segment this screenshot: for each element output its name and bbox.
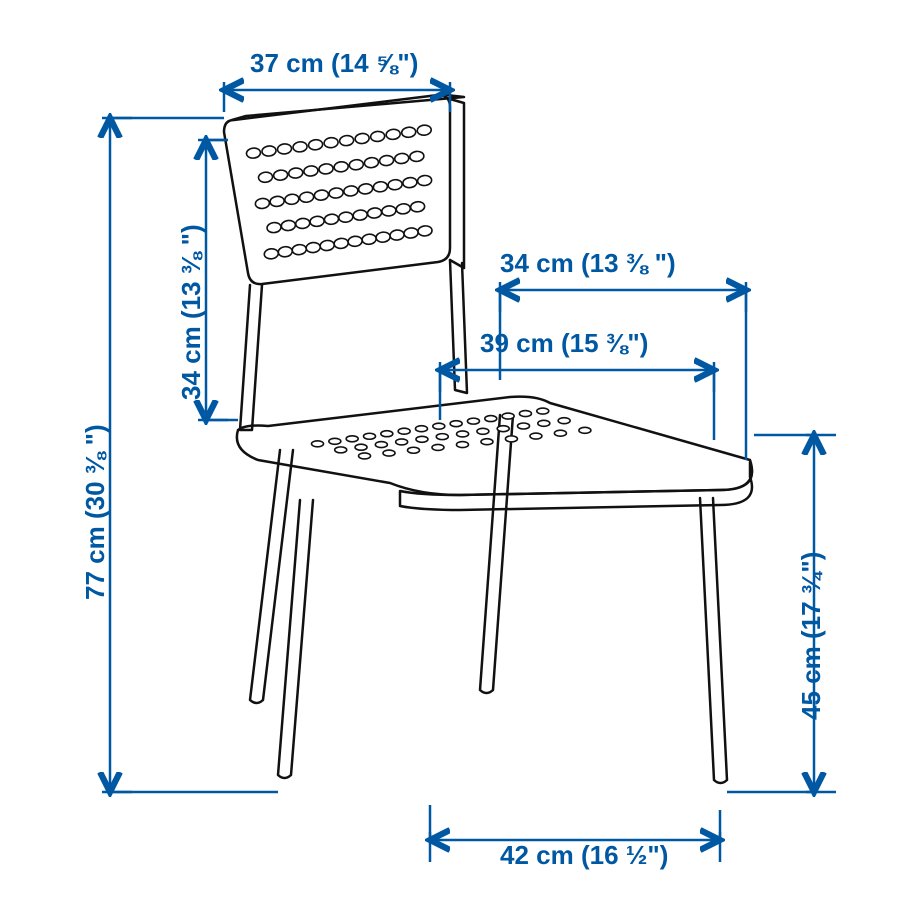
dimension: 34 cm (13 ⅜ ") xyxy=(176,140,228,420)
svg-text:77 cm (30 ⅜ "): 77 cm (30 ⅜ ") xyxy=(80,424,110,600)
svg-text:37 cm (14 ⅝"): 37 cm (14 ⅝") xyxy=(250,48,418,78)
dimension-lines: 77 cm (30 ⅜ ") 37 cm (14 ⅝") 34 cm (13 ⅜ "… xyxy=(80,48,836,870)
dimension: 77 cm (30 ⅜ ") xyxy=(80,118,132,792)
svg-text:42 cm (16 ½"): 42 cm (16 ½") xyxy=(500,840,668,870)
diagram-svg: 77 cm (30 ⅜ ") 37 cm (14 ⅝") 34 cm (13 ⅜ "… xyxy=(0,0,900,900)
dimension: 39 cm (15 ⅜") xyxy=(440,328,714,392)
dimension-diagram: 77 cm (30 ⅜ ") 37 cm (14 ⅝") 34 cm (13 ⅜ "… xyxy=(0,0,900,900)
svg-text:45 cm (17 ¾"): 45 cm (17 ¾") xyxy=(796,552,826,720)
svg-text:39 cm (15 ⅜"): 39 cm (15 ⅜") xyxy=(480,328,648,358)
dimension: 42 cm (16 ½") xyxy=(430,832,720,870)
dimension: 34 cm (13 ⅜ ") xyxy=(500,248,746,312)
svg-text:34 cm (13 ⅜ "): 34 cm (13 ⅜ ") xyxy=(176,224,206,400)
dimension: 45 cm (17 ¾") xyxy=(796,435,836,792)
svg-text:34 cm (13 ⅜ "): 34 cm (13 ⅜ ") xyxy=(500,248,676,278)
